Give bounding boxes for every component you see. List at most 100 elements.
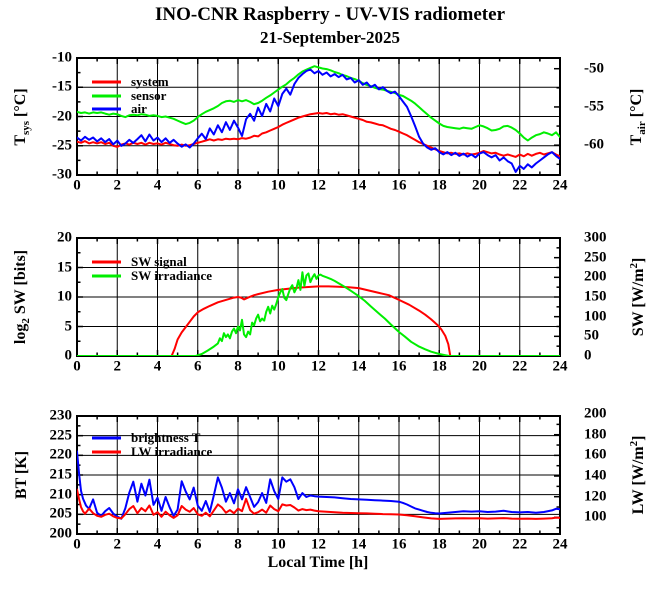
left-axis-tick-label: 225 bbox=[49, 427, 73, 444]
x-tick-label: 18 bbox=[431, 358, 447, 375]
right-axis-tick-label: 0 bbox=[584, 347, 592, 364]
legend-swatch-system bbox=[92, 80, 121, 84]
x-tick-label: 8 bbox=[234, 358, 242, 375]
series-line-brightness-t bbox=[77, 450, 560, 520]
right-axis-tick-label: -50 bbox=[584, 60, 604, 77]
panel-shortwave-series bbox=[77, 271, 560, 356]
left-axis-tick-label: 200 bbox=[49, 525, 73, 542]
x-tick-label: 6 bbox=[194, 177, 202, 194]
left-axis-tick-label: 20 bbox=[57, 229, 72, 246]
legend-label: brightness T bbox=[131, 430, 201, 445]
series-line-sw-irradiance bbox=[77, 271, 560, 356]
left-axis-title: log2 SW [bits] bbox=[12, 249, 32, 345]
right-axis-title: SW [W/m2] bbox=[628, 257, 647, 337]
right-axis-tick-label: 180 bbox=[584, 426, 607, 443]
right-axis-title: LW [W/m2] bbox=[628, 435, 647, 515]
x-tick-label: 6 bbox=[194, 536, 202, 553]
x-tick-label: 22 bbox=[512, 536, 528, 553]
right-axis-title: Tair [°C] bbox=[628, 88, 648, 145]
legend-label: SW irradiance bbox=[131, 267, 213, 283]
x-tick-label: 24 bbox=[552, 177, 568, 194]
right-axis-tick-label: -55 bbox=[584, 98, 604, 115]
legend-swatch-sensor bbox=[92, 94, 121, 97]
left-axis-tick-label: 220 bbox=[49, 446, 73, 463]
series-line-sensor bbox=[77, 65, 560, 142]
x-tick-label: 10 bbox=[270, 536, 286, 553]
x-tick-label: 6 bbox=[194, 358, 202, 375]
chart-date-subtitle: 21-September-2025 bbox=[259, 28, 401, 47]
legend-label: air bbox=[131, 101, 147, 116]
left-axis-tick-label: 10 bbox=[57, 288, 72, 305]
chart-title: INO-CNR Raspberry - UV-VIS radiometer bbox=[154, 4, 506, 25]
x-tick-label: 22 bbox=[512, 358, 528, 375]
right-axis-tick-label: 300 bbox=[584, 229, 607, 246]
x-tick-label: 16 bbox=[391, 358, 407, 375]
legend-swatch-brightness-t bbox=[92, 436, 121, 440]
right-axis-tick-label: -60 bbox=[584, 136, 604, 153]
legend-swatch-air bbox=[92, 107, 121, 111]
x-tick-label: 14 bbox=[351, 177, 367, 194]
left-axis-title: Tsys [°C] bbox=[12, 87, 32, 146]
right-axis-tick-label: 50 bbox=[584, 327, 599, 344]
x-tick-label: 24 bbox=[552, 536, 568, 553]
legend-label: sensor bbox=[131, 87, 167, 103]
x-tick-label: 16 bbox=[391, 536, 407, 553]
left-axis-tick-label: 0 bbox=[64, 347, 73, 364]
x-tick-label: 4 bbox=[153, 358, 162, 375]
x-tick-label: 14 bbox=[351, 358, 367, 375]
x-tick-label: 16 bbox=[391, 177, 407, 194]
legend-label: system bbox=[131, 74, 169, 89]
x-tick-label: 18 bbox=[431, 536, 447, 553]
left-axis-tick-label: -30 bbox=[52, 166, 72, 183]
legend-label: LW irradiance bbox=[131, 444, 213, 459]
right-axis-tick-label: 100 bbox=[584, 508, 607, 525]
left-axis-tick-label: 205 bbox=[49, 505, 73, 522]
right-axis-tick-label: 250 bbox=[584, 249, 607, 266]
x-tick-label: 10 bbox=[270, 358, 286, 375]
x-tick-label: 2 bbox=[113, 358, 122, 375]
right-axis-tick-label: 120 bbox=[584, 488, 607, 505]
x-tick-label: 0 bbox=[73, 358, 81, 375]
left-axis-tick-label: -25 bbox=[52, 137, 72, 154]
legend-swatch-lw-irradiance bbox=[92, 450, 121, 454]
x-tick-label: 8 bbox=[234, 536, 242, 553]
x-tick-label: 4 bbox=[153, 536, 162, 553]
x-tick-label: 0 bbox=[73, 177, 81, 194]
x-tick-label: 14 bbox=[351, 536, 367, 553]
x-tick-label: 2 bbox=[113, 177, 122, 194]
x-tick-label: 2 bbox=[113, 536, 122, 553]
left-axis-tick-label: 210 bbox=[49, 486, 73, 503]
x-tick-label: 18 bbox=[431, 177, 447, 194]
x-tick-label: 4 bbox=[153, 177, 162, 194]
x-tick-label: 12 bbox=[311, 536, 326, 553]
left-axis-tick-label: 215 bbox=[49, 466, 73, 483]
left-axis-tick-label: 5 bbox=[64, 318, 73, 334]
left-axis-tick-label: 230 bbox=[49, 407, 73, 424]
legend-swatch-sw-signal bbox=[92, 260, 121, 264]
right-axis-tick-label: 140 bbox=[584, 467, 607, 484]
right-axis-tick-label: 100 bbox=[584, 308, 607, 325]
left-axis-title: BT [K] bbox=[13, 450, 30, 500]
x-tick-label: 0 bbox=[73, 536, 81, 553]
series-line-lw-irradiance bbox=[77, 488, 560, 520]
panel-longwave-series bbox=[77, 450, 560, 520]
x-tick-label: 12 bbox=[311, 177, 326, 194]
legend-label: SW signal bbox=[131, 254, 187, 269]
left-axis-tick-label: 15 bbox=[57, 259, 72, 275]
x-tick-label: 20 bbox=[472, 358, 487, 375]
right-axis-tick-label: 200 bbox=[584, 268, 607, 285]
x-tick-label: 8 bbox=[234, 177, 242, 194]
legend-swatch-sw-irradiance bbox=[92, 274, 121, 277]
series-line-air bbox=[77, 68, 560, 173]
x-tick-label: 12 bbox=[311, 358, 326, 375]
x-tick-label: 24 bbox=[552, 358, 568, 375]
left-axis-tick-label: -15 bbox=[52, 78, 72, 95]
panel-temperatures-series bbox=[77, 65, 560, 173]
x-tick-label: 20 bbox=[472, 177, 487, 194]
right-axis-tick-label: 200 bbox=[584, 405, 607, 422]
right-axis-tick-label: 160 bbox=[584, 446, 607, 463]
x-tick-label: 10 bbox=[270, 177, 286, 194]
x-tick-label: 20 bbox=[472, 536, 487, 553]
